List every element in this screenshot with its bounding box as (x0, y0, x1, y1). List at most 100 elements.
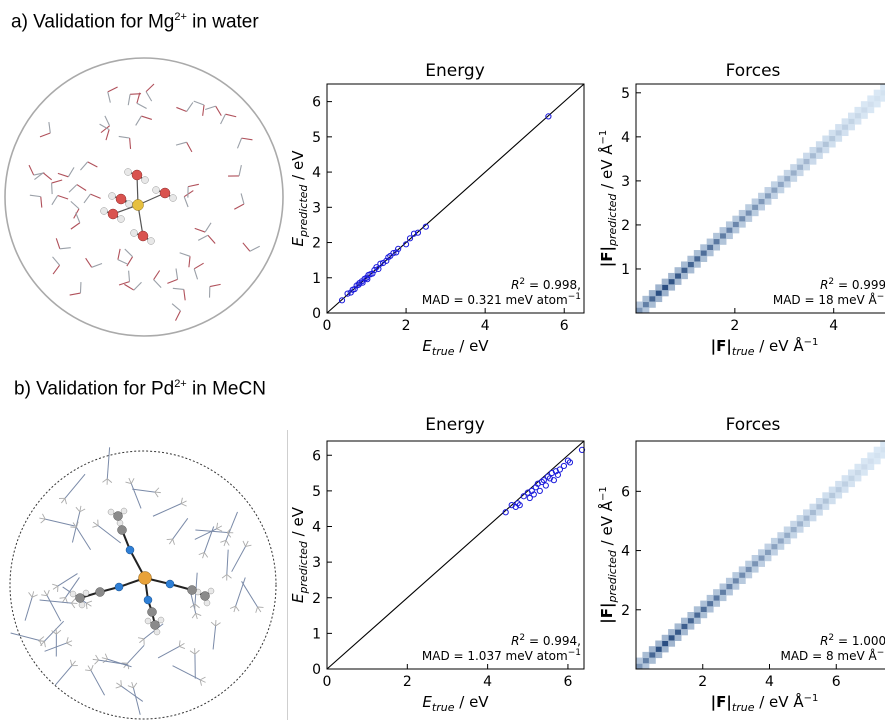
mecn-molecule-wire (39, 598, 78, 609)
data-point (377, 260, 384, 267)
water-molecule-wire (80, 161, 98, 171)
oh-bond (70, 222, 81, 230)
oh-bond (48, 122, 51, 134)
oh-bond (236, 137, 243, 149)
heatmap-cell (790, 526, 798, 533)
water-molecule-wire (34, 172, 53, 181)
x-tick-label: 2 (730, 318, 739, 334)
heatmap-cell (680, 261, 688, 268)
ch-bond (75, 521, 79, 528)
oh-bond (52, 264, 61, 275)
hydrogen-atom (108, 192, 116, 200)
y-tick-label: 4 (312, 165, 321, 181)
heatmap-cell (880, 446, 885, 453)
mecn-molecule-wire (229, 577, 246, 613)
mecn-molecule-wire (137, 623, 164, 645)
carbon-atom (117, 525, 127, 535)
heatmap-cell (880, 441, 885, 448)
oxygen-atom (131, 169, 143, 181)
mecn-backbone (157, 645, 180, 659)
oh-bond (179, 252, 191, 257)
heatmap-cell (854, 118, 862, 125)
hydrogen-atom (82, 589, 90, 597)
data-point (410, 230, 418, 237)
mecn-backbone (231, 546, 246, 572)
mad-annotation: MAD = 0.321 meV atom−1 (422, 292, 581, 307)
oh-bond (118, 135, 130, 139)
oh-bond (167, 278, 178, 284)
mecn-backbone (143, 623, 164, 640)
ch-bond (245, 544, 252, 547)
water-molecule-wire (172, 287, 186, 301)
data-point (364, 276, 371, 283)
ch-bond (195, 613, 198, 620)
heatmap-cell (777, 537, 785, 545)
r2-annotation: R2 = 0.998, (511, 277, 581, 292)
x-axis-label: Etrue / eV (422, 693, 489, 714)
r2-annotation: R2 = 1.000, (820, 633, 885, 648)
oh-bond (193, 100, 205, 106)
oxygen-atom (107, 208, 119, 220)
heatmap-cell (822, 146, 830, 154)
water-molecule-wire (55, 238, 71, 250)
water-molecule-wire (175, 141, 193, 153)
heatmap-cell (790, 532, 798, 539)
heatmap-cell (796, 169, 804, 177)
mecn-molecule-wire (172, 665, 206, 686)
y-tick-label: 1 (621, 262, 630, 278)
mecn-backbone (194, 528, 217, 540)
heatmap-cell (719, 594, 727, 602)
mad-annotation: MAD = 1.037 meV atom−1 (422, 648, 581, 663)
ch-bond (42, 513, 46, 520)
heatmap-cell (873, 452, 881, 459)
ch-bond (194, 603, 200, 609)
ch-bond (189, 650, 196, 655)
hydrogen-atom (152, 186, 160, 194)
mecn-backbone (45, 518, 75, 527)
heatmap-cell (693, 617, 701, 624)
oh-bond (39, 132, 51, 138)
water-molecule-wire (117, 248, 129, 265)
water-molecule-wire (193, 262, 204, 280)
oh-bond (90, 193, 101, 199)
heatmap-cell (835, 135, 843, 142)
ch-bond (31, 591, 35, 598)
hydrogen-atom (169, 194, 177, 202)
heatmap-cell (693, 261, 701, 268)
y-tick-label: 3 (312, 200, 321, 216)
heatmap-cell (867, 458, 875, 465)
x-axis-label: |F|true / eV Å−1 (711, 336, 819, 358)
heatmap-cell (668, 278, 676, 285)
ch-bond (115, 685, 122, 689)
heatmap-cell (777, 532, 785, 539)
heatmap-cell (835, 129, 843, 137)
water-molecule-wire (183, 190, 194, 208)
heatmap-cell (655, 646, 663, 653)
ch-bond (210, 621, 216, 627)
water-molecule-wire (99, 123, 110, 141)
data-point (542, 482, 549, 489)
heatmap-cell (745, 204, 753, 211)
y-tick-label: 5 (312, 484, 321, 500)
magnesium-ion (132, 199, 144, 211)
heatmap-cell (828, 141, 836, 148)
heatmap-cell (783, 526, 791, 533)
mecn-backbone (64, 473, 86, 499)
heatmap-cell (719, 227, 727, 234)
heatmap-cell (860, 112, 868, 119)
solvation-sphere (9, 450, 277, 720)
heatmap-cell (687, 261, 695, 268)
oh-bond (55, 238, 61, 249)
oh-bond (207, 234, 216, 244)
ch-bond (178, 640, 181, 647)
water-molecule-wire (51, 179, 63, 195)
heatmap-cell (706, 594, 714, 602)
heatmap-cell (770, 181, 778, 188)
oh-bond (87, 161, 98, 168)
y-tick-label: 5 (312, 130, 321, 146)
heatmap-cell (700, 250, 708, 257)
ch-bond (127, 685, 134, 689)
heatmap-cell (732, 221, 740, 228)
heatmap-cell (674, 629, 682, 636)
carbon-atom (200, 591, 210, 601)
